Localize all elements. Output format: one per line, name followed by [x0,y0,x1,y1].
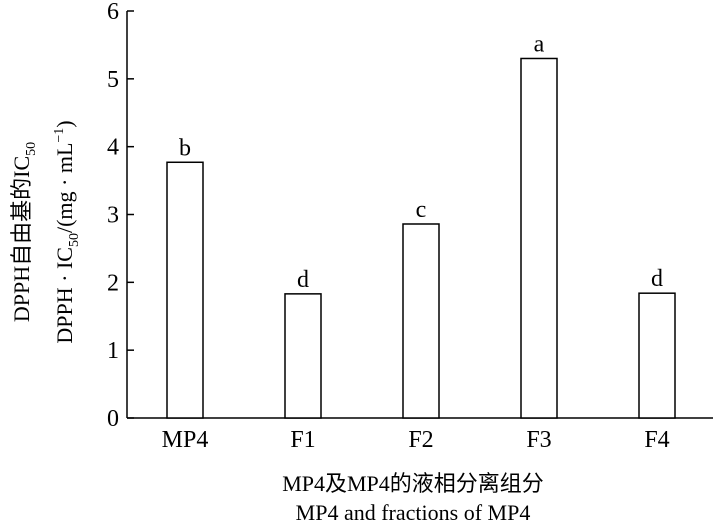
x-tick-label: F3 [526,427,551,453]
x-tick-label: MP4 [162,427,209,453]
bars [166,57,676,419]
y-axis-title-line1-sub: 50 [24,142,39,156]
y-tick-label: 5 [107,67,119,93]
y-tick-label: 3 [107,203,119,229]
y-tick-label: 0 [107,406,119,432]
y-tick-label: 1 [107,338,119,364]
significance-letter: a [534,31,545,57]
y-tick-label: 4 [107,135,119,161]
significance-letter: d [297,267,309,293]
significance-letters: b d c a d [179,31,663,292]
y-axis-title-line2-b: /(mg · mL [52,143,77,233]
y-axis-title-line2-c: ) [52,120,77,127]
y-ticks: 0 1 2 3 4 5 6 [107,0,134,432]
y-axis-title-line1-text: DPPH自由基的IC [9,156,34,322]
significance-letter: d [651,266,663,292]
svg-text:DPPH自由基的IC50: DPPH自由基的IC50 [9,142,39,322]
significance-letter: c [416,197,427,223]
y-axis-title-line2: DPPH · IC50/(mg · mL−1) [52,120,82,343]
y-axis-title-line1: DPPH自由基的IC50 [9,142,39,322]
svg-text:DPPH · IC50/(mg · mL−1): DPPH · IC50/(mg · mL−1) [52,120,82,343]
bar-f1 [284,293,322,419]
significance-letter: b [179,135,191,161]
y-axis-title-line2-sub: 50 [67,233,82,247]
x-ticks: MP4 F1 F2 F3 F4 [162,411,670,453]
bar-mp4 [166,161,204,419]
y-axis-title-line2-sup: −1 [52,128,67,143]
bar-f3 [520,57,558,419]
x-tick-label: F1 [290,427,315,453]
y-tick-label: 2 [107,270,119,296]
y-tick-label: 6 [107,0,119,25]
bar-f4 [638,292,676,419]
x-axis-title-line2: MP4 and fractions of MP4 [296,500,531,525]
x-tick-label: F4 [644,427,669,453]
x-tick-label: F2 [408,427,433,453]
bar-f2 [402,223,440,419]
y-axis-title-line2-a: DPPH · IC [52,247,77,344]
x-axis-title-line1: MP4及MP4的液相分离组分 [282,471,544,496]
